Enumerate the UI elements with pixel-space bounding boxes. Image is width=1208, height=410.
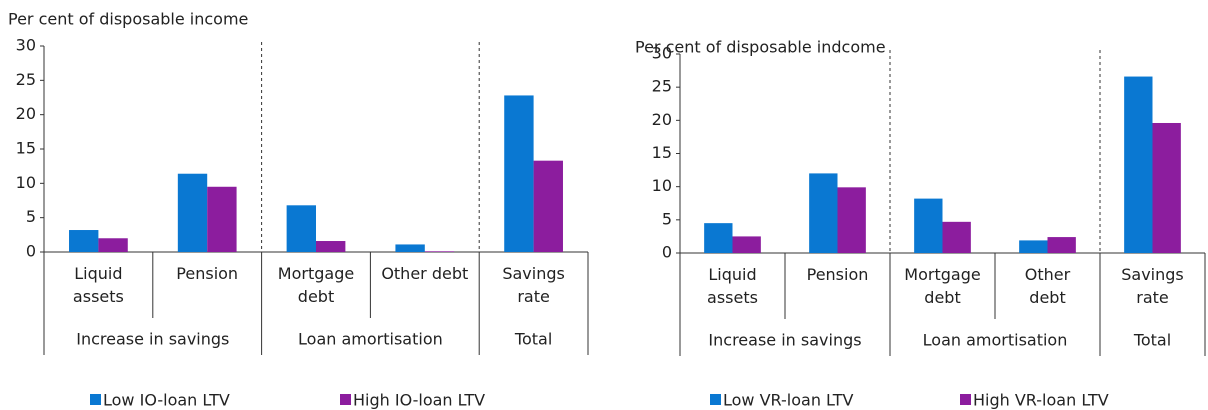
y-tick-label: 25: [16, 70, 36, 89]
bar: [914, 198, 943, 253]
y-tick-label: 30: [16, 36, 36, 55]
y-tick-label: 25: [652, 77, 672, 96]
bar: [1124, 76, 1153, 253]
bar: [504, 95, 534, 252]
y-tick-label: 30: [652, 44, 672, 63]
y-tick-label: 0: [26, 242, 36, 261]
bar: [98, 238, 128, 252]
bar: [395, 244, 425, 252]
group-label: Total: [514, 330, 552, 349]
bar: [1152, 122, 1181, 253]
legend-swatch: [960, 394, 971, 405]
legend-swatch: [340, 394, 351, 405]
y-axis-label: Per cent of disposable income: [8, 10, 248, 29]
y-tick-label: 0: [662, 243, 672, 262]
y-tick-label: 20: [16, 104, 36, 123]
bar: [809, 173, 838, 253]
x-tick-label: Other debt: [1025, 265, 1071, 307]
legend-label: Low VR-loan LTV: [723, 391, 854, 410]
y-tick-label: 15: [16, 139, 36, 158]
group-label: Loan amortisation: [298, 330, 443, 349]
bar: [942, 221, 971, 253]
x-tick-label: Mortgage debt: [904, 265, 980, 307]
legend-label: Low IO-loan LTV: [103, 391, 230, 410]
bar: [424, 251, 455, 252]
group-label: Loan amortisation: [923, 331, 1068, 350]
y-tick-label: 5: [26, 207, 36, 226]
y-tick-label: 10: [16, 173, 36, 192]
bar: [1047, 237, 1076, 253]
x-tick-label: Liquid assets: [73, 264, 124, 306]
group-label: Total: [1133, 331, 1171, 350]
y-axis-label: Per cent of disposable indcome: [635, 38, 886, 57]
group-label: Increase in savings: [76, 330, 229, 349]
bar: [177, 173, 208, 252]
group-label: Increase in savings: [708, 331, 861, 350]
x-tick-label: Mortgage debt: [278, 264, 354, 306]
bar: [207, 186, 237, 252]
x-tick-label: Pension: [807, 265, 869, 284]
legend-swatch: [710, 394, 721, 405]
bar: [286, 205, 316, 252]
legend-label: High VR-loan LTV: [973, 391, 1109, 410]
bar: [533, 160, 563, 252]
bar: [69, 230, 99, 252]
legend-label: High IO-loan LTV: [353, 391, 485, 410]
bar: [704, 223, 733, 253]
bar: [316, 241, 346, 252]
legend-swatch: [90, 394, 101, 405]
x-tick-label: Other debt: [381, 264, 468, 283]
x-tick-label: Savings rate: [502, 264, 565, 306]
bar: [1019, 240, 1048, 253]
x-tick-label: Savings rate: [1121, 265, 1184, 307]
x-tick-label: Pension: [176, 264, 238, 283]
bar: [732, 236, 761, 253]
y-tick-label: 5: [662, 209, 672, 228]
x-tick-label: Liquid assets: [707, 265, 758, 307]
y-tick-label: 15: [652, 143, 672, 162]
y-tick-label: 20: [652, 110, 672, 129]
bar: [837, 187, 866, 253]
y-tick-label: 10: [652, 176, 672, 195]
